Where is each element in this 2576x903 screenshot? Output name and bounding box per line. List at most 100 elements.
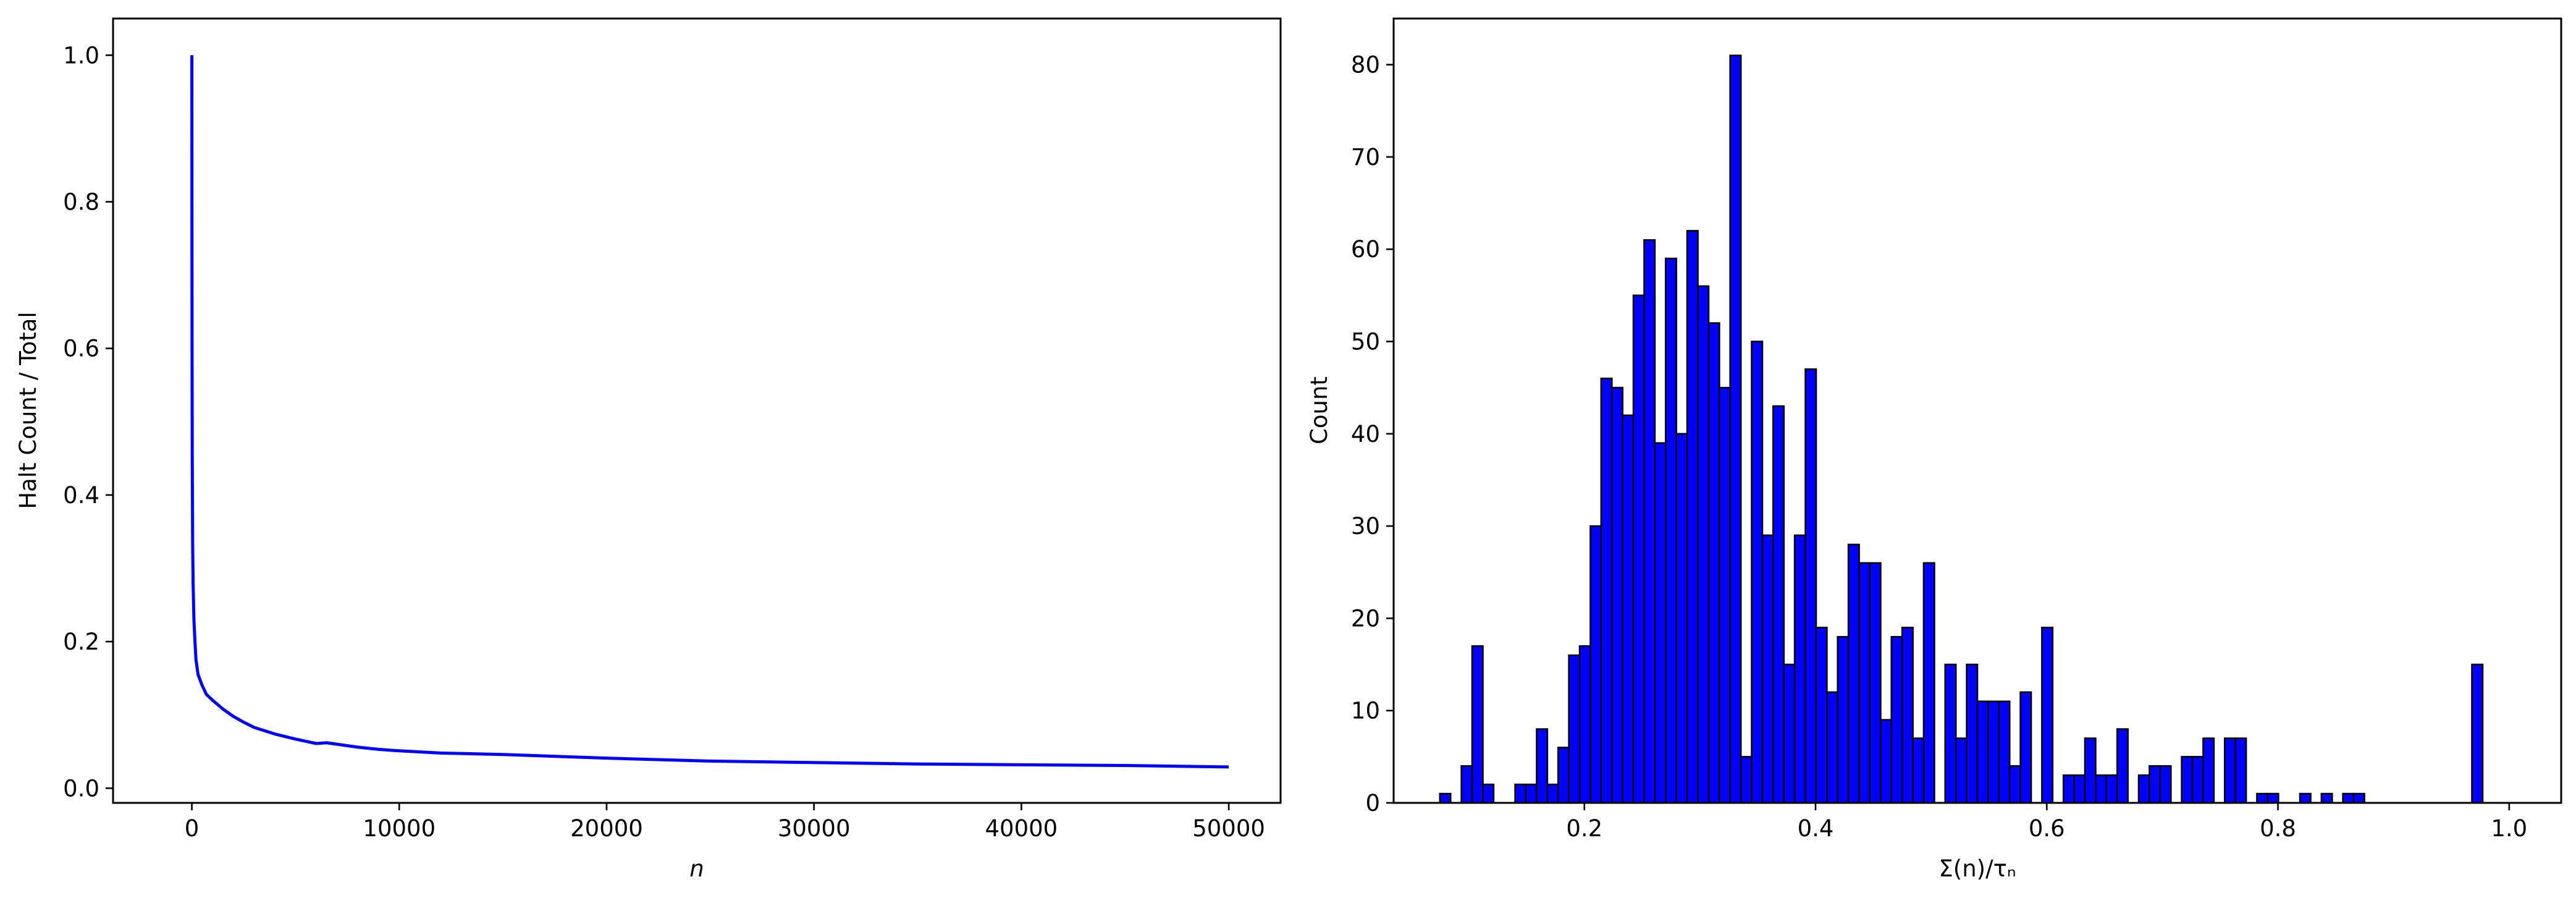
histogram-bar xyxy=(1740,756,1753,804)
right-y-tick-label: 70 xyxy=(1351,144,1380,171)
histogram-bar xyxy=(1761,534,1774,804)
right-x-ticks: 0.2 0.4 0.6 0.8 1.0 xyxy=(1566,803,2527,842)
halt-fraction-line-chart: 0 10000 20000 30000 40000 50000 0.00.20.40.60… xyxy=(15,17,1282,882)
right-axes-frame xyxy=(1392,17,2562,804)
left-x-axis-label: n xyxy=(689,855,704,882)
right-x-tick-label: 0.2 xyxy=(1566,815,1602,842)
right-y-tick-label: 80 xyxy=(1351,52,1380,78)
right-x-tick-label: 1.0 xyxy=(2491,815,2527,842)
halt-fraction-line xyxy=(190,55,1229,769)
histogram-bar xyxy=(1622,414,1635,804)
histogram-bar xyxy=(2320,792,2333,804)
histogram-bar xyxy=(1654,442,1667,804)
histogram-bar xyxy=(1471,645,1484,804)
right-y-tick-label: 0 xyxy=(1365,790,1380,816)
histogram-bar xyxy=(1729,54,1742,804)
left-y-tick-label: 0.4 xyxy=(63,482,99,509)
histogram-bar xyxy=(1826,691,1839,804)
histogram-bar xyxy=(1912,737,1925,804)
histogram-bar xyxy=(1847,543,1860,804)
histogram-bar xyxy=(2041,627,2054,804)
histogram-bar xyxy=(2008,765,2021,804)
right-x-tick-label: 0.8 xyxy=(2260,815,2296,842)
histogram-bar xyxy=(1675,433,1688,804)
histogram-bar xyxy=(2181,756,2194,804)
right-y-tick-label: 60 xyxy=(1351,236,1380,263)
histogram-bar xyxy=(2256,792,2269,804)
histogram-bar xyxy=(2019,691,2032,804)
histogram-bar xyxy=(1643,239,1656,804)
histogram-bar xyxy=(1998,700,2011,804)
histogram-bar xyxy=(1686,230,1699,804)
histogram-bar xyxy=(1987,700,2000,804)
left-x-tick-label: 10000 xyxy=(363,815,436,842)
left-x-tick-label: 30000 xyxy=(778,815,851,842)
histogram-bar xyxy=(1719,386,1732,804)
left-y-tick-label: 0.2 xyxy=(63,629,99,655)
histogram-bar xyxy=(2267,792,2279,804)
histogram-bar xyxy=(2095,774,2108,804)
histogram-bar xyxy=(1858,562,1871,804)
histogram-bar xyxy=(1922,562,1935,804)
left-x-tick-label: 20000 xyxy=(570,815,643,842)
histogram-bar xyxy=(2299,792,2312,804)
histogram-bar xyxy=(1578,645,1591,804)
right-y-ticks: 0 10 20 30 40 50 60 70 80 xyxy=(1351,52,1394,816)
histogram-bar xyxy=(1815,627,1828,804)
histogram-bar xyxy=(1793,534,1806,804)
histogram-bars xyxy=(1439,54,2484,804)
histogram-bar xyxy=(1460,765,1473,804)
histogram-bar xyxy=(2159,765,2172,804)
left-x-tick-label: 40000 xyxy=(985,815,1058,842)
histogram-bar xyxy=(1568,654,1581,804)
histogram-bar xyxy=(1751,341,1764,804)
histogram-bar xyxy=(2202,737,2215,804)
right-y-tick-label: 50 xyxy=(1351,329,1380,355)
histogram-bar xyxy=(1772,405,1785,804)
histogram-bar xyxy=(2116,728,2129,804)
right-y-tick-label: 40 xyxy=(1351,421,1380,447)
left-x-tick-label: 50000 xyxy=(1192,815,1265,842)
histogram-bar xyxy=(2342,792,2355,804)
right-y-tick-label: 10 xyxy=(1351,698,1380,724)
left-x-ticks: 0 10000 20000 30000 40000 50000 xyxy=(185,803,1265,842)
histogram-bar xyxy=(2471,663,2484,804)
histogram-bar xyxy=(1966,663,1979,804)
histogram-bar xyxy=(1880,719,1893,804)
histogram-bar xyxy=(1536,728,1549,804)
left-x-tick-label: 0 xyxy=(185,815,200,842)
histogram-bar xyxy=(2084,737,2097,804)
ratio-histogram: 0.2 0.4 0.6 0.8 1.0 0 10 20 30 40 50 60 70 80 Σ(n)/τ… xyxy=(1306,17,2562,882)
right-y-tick-label: 30 xyxy=(1351,513,1380,540)
left-y-axis-label: Halt Count / Total xyxy=(15,312,41,509)
histogram-bar xyxy=(2191,756,2204,804)
histogram-bar xyxy=(1976,700,1989,804)
right-x-axis-label: Σ(n)/τₙ xyxy=(1938,855,2016,882)
histogram-bar xyxy=(1439,792,1452,804)
histogram-bar xyxy=(1901,627,1914,804)
histogram-bar xyxy=(1944,663,1957,804)
histogram-bar xyxy=(2149,765,2161,804)
histogram-bar xyxy=(1632,294,1645,804)
histogram-bar xyxy=(1804,368,1817,804)
histogram-bar xyxy=(1611,386,1624,804)
left-y-tick-label: 0.6 xyxy=(63,336,99,362)
left-axes-frame xyxy=(112,17,1282,804)
histogram-bar xyxy=(1707,322,1720,804)
left-y-tick-label: 1.0 xyxy=(63,42,99,69)
histogram-bar xyxy=(1955,737,1968,804)
histogram-bar xyxy=(1869,562,1882,804)
histogram-bar xyxy=(1697,285,1710,804)
left-y-tick-label: 0.0 xyxy=(63,775,99,802)
histogram-bar xyxy=(2073,774,2086,804)
histogram-bar xyxy=(2105,774,2118,804)
left-y-tick-label: 0.8 xyxy=(63,189,99,215)
histogram-bar xyxy=(2137,774,2150,804)
histogram-bar xyxy=(1546,783,1559,804)
histogram-bar xyxy=(1665,257,1678,804)
histogram-bar xyxy=(1482,783,1495,804)
histogram-bar xyxy=(1837,635,1850,804)
histogram-bar xyxy=(1589,525,1602,804)
left-y-ticks: 0.0 0.2 0.4 0.6 0.8 1.0 xyxy=(63,42,113,802)
